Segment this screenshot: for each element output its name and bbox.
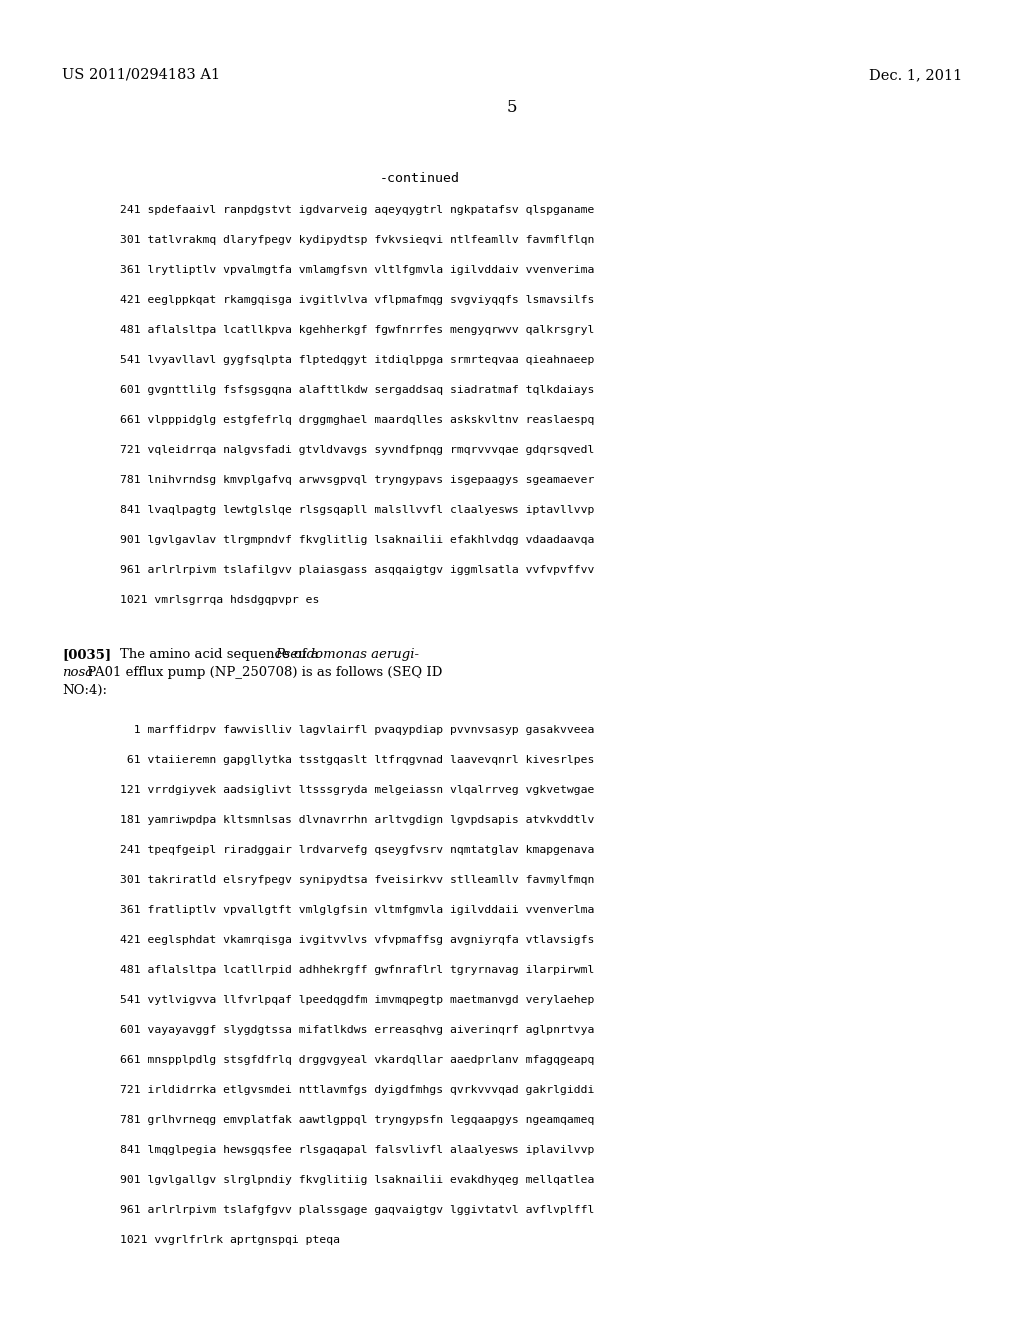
Text: -continued: -continued <box>380 172 460 185</box>
Text: 661 vlpppidglg estgfefrlq drggmghael maardqlles askskvltnv reaslaespq: 661 vlpppidglg estgfefrlq drggmghael maa… <box>120 414 594 425</box>
Text: 901 lgvlgallgv slrglpndiy fkvglitiig lsaknailii evakdhyqeg mellqatlea: 901 lgvlgallgv slrglpndiy fkvglitiig lsa… <box>120 1175 594 1185</box>
Text: 1021 vmrlsgrrqa hdsdgqpvpr es: 1021 vmrlsgrrqa hdsdgqpvpr es <box>120 595 319 605</box>
Text: 241 tpeqfgeipl riradggair lrdvarvefg qseygfvsrv nqmtatglav kmapgenava: 241 tpeqfgeipl riradggair lrdvarvefg qse… <box>120 845 594 855</box>
Text: PA01 efflux pump (NP_250708) is as follows (SEQ ID: PA01 efflux pump (NP_250708) is as follo… <box>83 667 442 678</box>
Text: 841 lmqglpegia hewsgqsfee rlsgaqapal falsvlivfl alaalyesws iplavilvvp: 841 lmqglpegia hewsgqsfee rlsgaqapal fal… <box>120 1144 594 1155</box>
Text: Pseudomonas aerugi-: Pseudomonas aerugi- <box>275 648 419 661</box>
Text: US 2011/0294183 A1: US 2011/0294183 A1 <box>62 69 220 82</box>
Text: 961 arlrlrpivm tslafilgvv plaiasgass asqqaigtgv iggmlsatla vvfvpvffvv: 961 arlrlrpivm tslafilgvv plaiasgass asq… <box>120 565 594 576</box>
Text: 721 vqleidrrqa nalgvsfadi gtvldvavgs syvndfpnqg rmqrvvvqae gdqrsqvedl: 721 vqleidrrqa nalgvsfadi gtvldvavgs syv… <box>120 445 594 455</box>
Text: 781 lnihvrndsg kmvplgafvq arwvsgpvql tryngypavs isgepaagys sgeamaever: 781 lnihvrndsg kmvplgafvq arwvsgpvql try… <box>120 475 594 484</box>
Text: 541 lvyavllavl gygfsqlpta flptedqgyt itdiqlppga srmrteqvaa qieahnaeep: 541 lvyavllavl gygfsqlpta flptedqgyt itd… <box>120 355 594 366</box>
Text: 121 vrrdgiyvek aadsiglivt ltsssgryda melgeiassn vlqalrrveg vgkvetwgae: 121 vrrdgiyvek aadsiglivt ltsssgryda mel… <box>120 785 594 795</box>
Text: The amino acid sequence of a: The amino acid sequence of a <box>120 648 324 661</box>
Text: 841 lvaqlpagtg lewtglslqe rlsgsqapll malsllvvfl claalyesws iptavllvvp: 841 lvaqlpagtg lewtglslqe rlsgsqapll mal… <box>120 506 594 515</box>
Text: 481 aflalsltpa lcatllrpid adhhekrgff gwfnraflrl tgryrnavag ilarpirwml: 481 aflalsltpa lcatllrpid adhhekrgff gwf… <box>120 965 594 975</box>
Text: 361 lrytliptlv vpvalmgtfa vmlamgfsvn vltlfgmvla igilvddaiv vvenverima: 361 lrytliptlv vpvalmgtfa vmlamgfsvn vlt… <box>120 265 594 275</box>
Text: 541 vytlvigvva llfvrlpqaf lpeedqgdfm imvmqpegtp maetmanvgd verylaehep: 541 vytlvigvva llfvrlpqaf lpeedqgdfm imv… <box>120 995 594 1005</box>
Text: 301 takriratld elsryfpegv synipydtsa fveisirkvv stlleamllv favmylfmqn: 301 takriratld elsryfpegv synipydtsa fve… <box>120 875 594 884</box>
Text: 5: 5 <box>507 99 517 116</box>
Text: 601 vayayavggf slygdgtssa mifatlkdws erreasqhvg aiverinqrf aglpnrtvya: 601 vayayavggf slygdgtssa mifatlkdws err… <box>120 1026 594 1035</box>
Text: 421 eeglsphdat vkamrqisga ivgitvvlvs vfvpmaffsg avgniyrqfa vtlavsigfs: 421 eeglsphdat vkamrqisga ivgitvvlvs vfv… <box>120 935 594 945</box>
Text: 181 yamriwpdpa kltsmnlsas dlvnavrrhn arltvgdign lgvpdsapis atvkvddtlv: 181 yamriwpdpa kltsmnlsas dlvnavrrhn arl… <box>120 814 594 825</box>
Text: 601 gvgnttlilg fsfsgsgqna alafttlkdw sergaddsaq siadratmaf tqlkdaiays: 601 gvgnttlilg fsfsgsgqna alafttlkdw ser… <box>120 385 594 395</box>
Text: [0035]: [0035] <box>62 648 112 661</box>
Text: 781 grlhvrneqg emvplatfak aawtlgppql tryngypsfn legqaapgys ngeamqameq: 781 grlhvrneqg emvplatfak aawtlgppql try… <box>120 1115 594 1125</box>
Text: 721 irldidrrka etlgvsmdei nttlavmfgs dyigdfmhgs qvrkvvvqad gakrlgiddi: 721 irldidrrka etlgvsmdei nttlavmfgs dyi… <box>120 1085 594 1096</box>
Text: 421 eeglppkqat rkamgqisga ivgitlvlva vflpmafmqg svgviyqqfs lsmavsilfs: 421 eeglppkqat rkamgqisga ivgitlvlva vfl… <box>120 294 594 305</box>
Text: 361 fratliptlv vpvallgtft vmlglgfsin vltmfgmvla igilvddaii vvenverlma: 361 fratliptlv vpvallgtft vmlglgfsin vlt… <box>120 906 594 915</box>
Text: 1021 vvgrlfrlrk aprtgnspqi pteqa: 1021 vvgrlfrlrk aprtgnspqi pteqa <box>120 1236 340 1245</box>
Text: 301 tatlvrakmq dlaryfpegv kydipydtsp fvkvsieqvi ntlfeamllv favmflflqn: 301 tatlvrakmq dlaryfpegv kydipydtsp fvk… <box>120 235 594 246</box>
Text: 61 vtaiieremn gapgllytka tsstgqaslt ltfrqgvnad laavevqnrl kivesrlpes: 61 vtaiieremn gapgllytka tsstgqaslt ltfr… <box>120 755 594 766</box>
Text: 961 arlrlrpivm tslafgfgvv plalssgage gaqvaigtgv lggivtatvl avflvplffl: 961 arlrlrpivm tslafgfgvv plalssgage gaq… <box>120 1205 594 1214</box>
Text: NO:4):: NO:4): <box>62 684 106 697</box>
Text: nosa: nosa <box>62 667 93 678</box>
Text: 1 marffidrpv fawvislliv lagvlairfl pvaqypdiap pvvnvsasyp gasakvveea: 1 marffidrpv fawvislliv lagvlairfl pvaqy… <box>120 725 594 735</box>
Text: 241 spdefaaivl ranpdgstvt igdvarveig aqeyqygtrl ngkpatafsv qlspganame: 241 spdefaaivl ranpdgstvt igdvarveig aqe… <box>120 205 594 215</box>
Text: Dec. 1, 2011: Dec. 1, 2011 <box>868 69 962 82</box>
Text: 481 aflalsltpa lcatllkpva kgehherkgf fgwfnrrfes mengyqrwvv qalkrsgryl: 481 aflalsltpa lcatllkpva kgehherkgf fgw… <box>120 325 594 335</box>
Text: 661 mnspplpdlg stsgfdfrlq drggvgyeal vkardqllar aaedprlanv mfagqgeapq: 661 mnspplpdlg stsgfdfrlq drggvgyeal vka… <box>120 1055 594 1065</box>
Text: 901 lgvlgavlav tlrgmpndvf fkvglitlig lsaknailii efakhlvdqg vdaadaavqa: 901 lgvlgavlav tlrgmpndvf fkvglitlig lsa… <box>120 535 594 545</box>
